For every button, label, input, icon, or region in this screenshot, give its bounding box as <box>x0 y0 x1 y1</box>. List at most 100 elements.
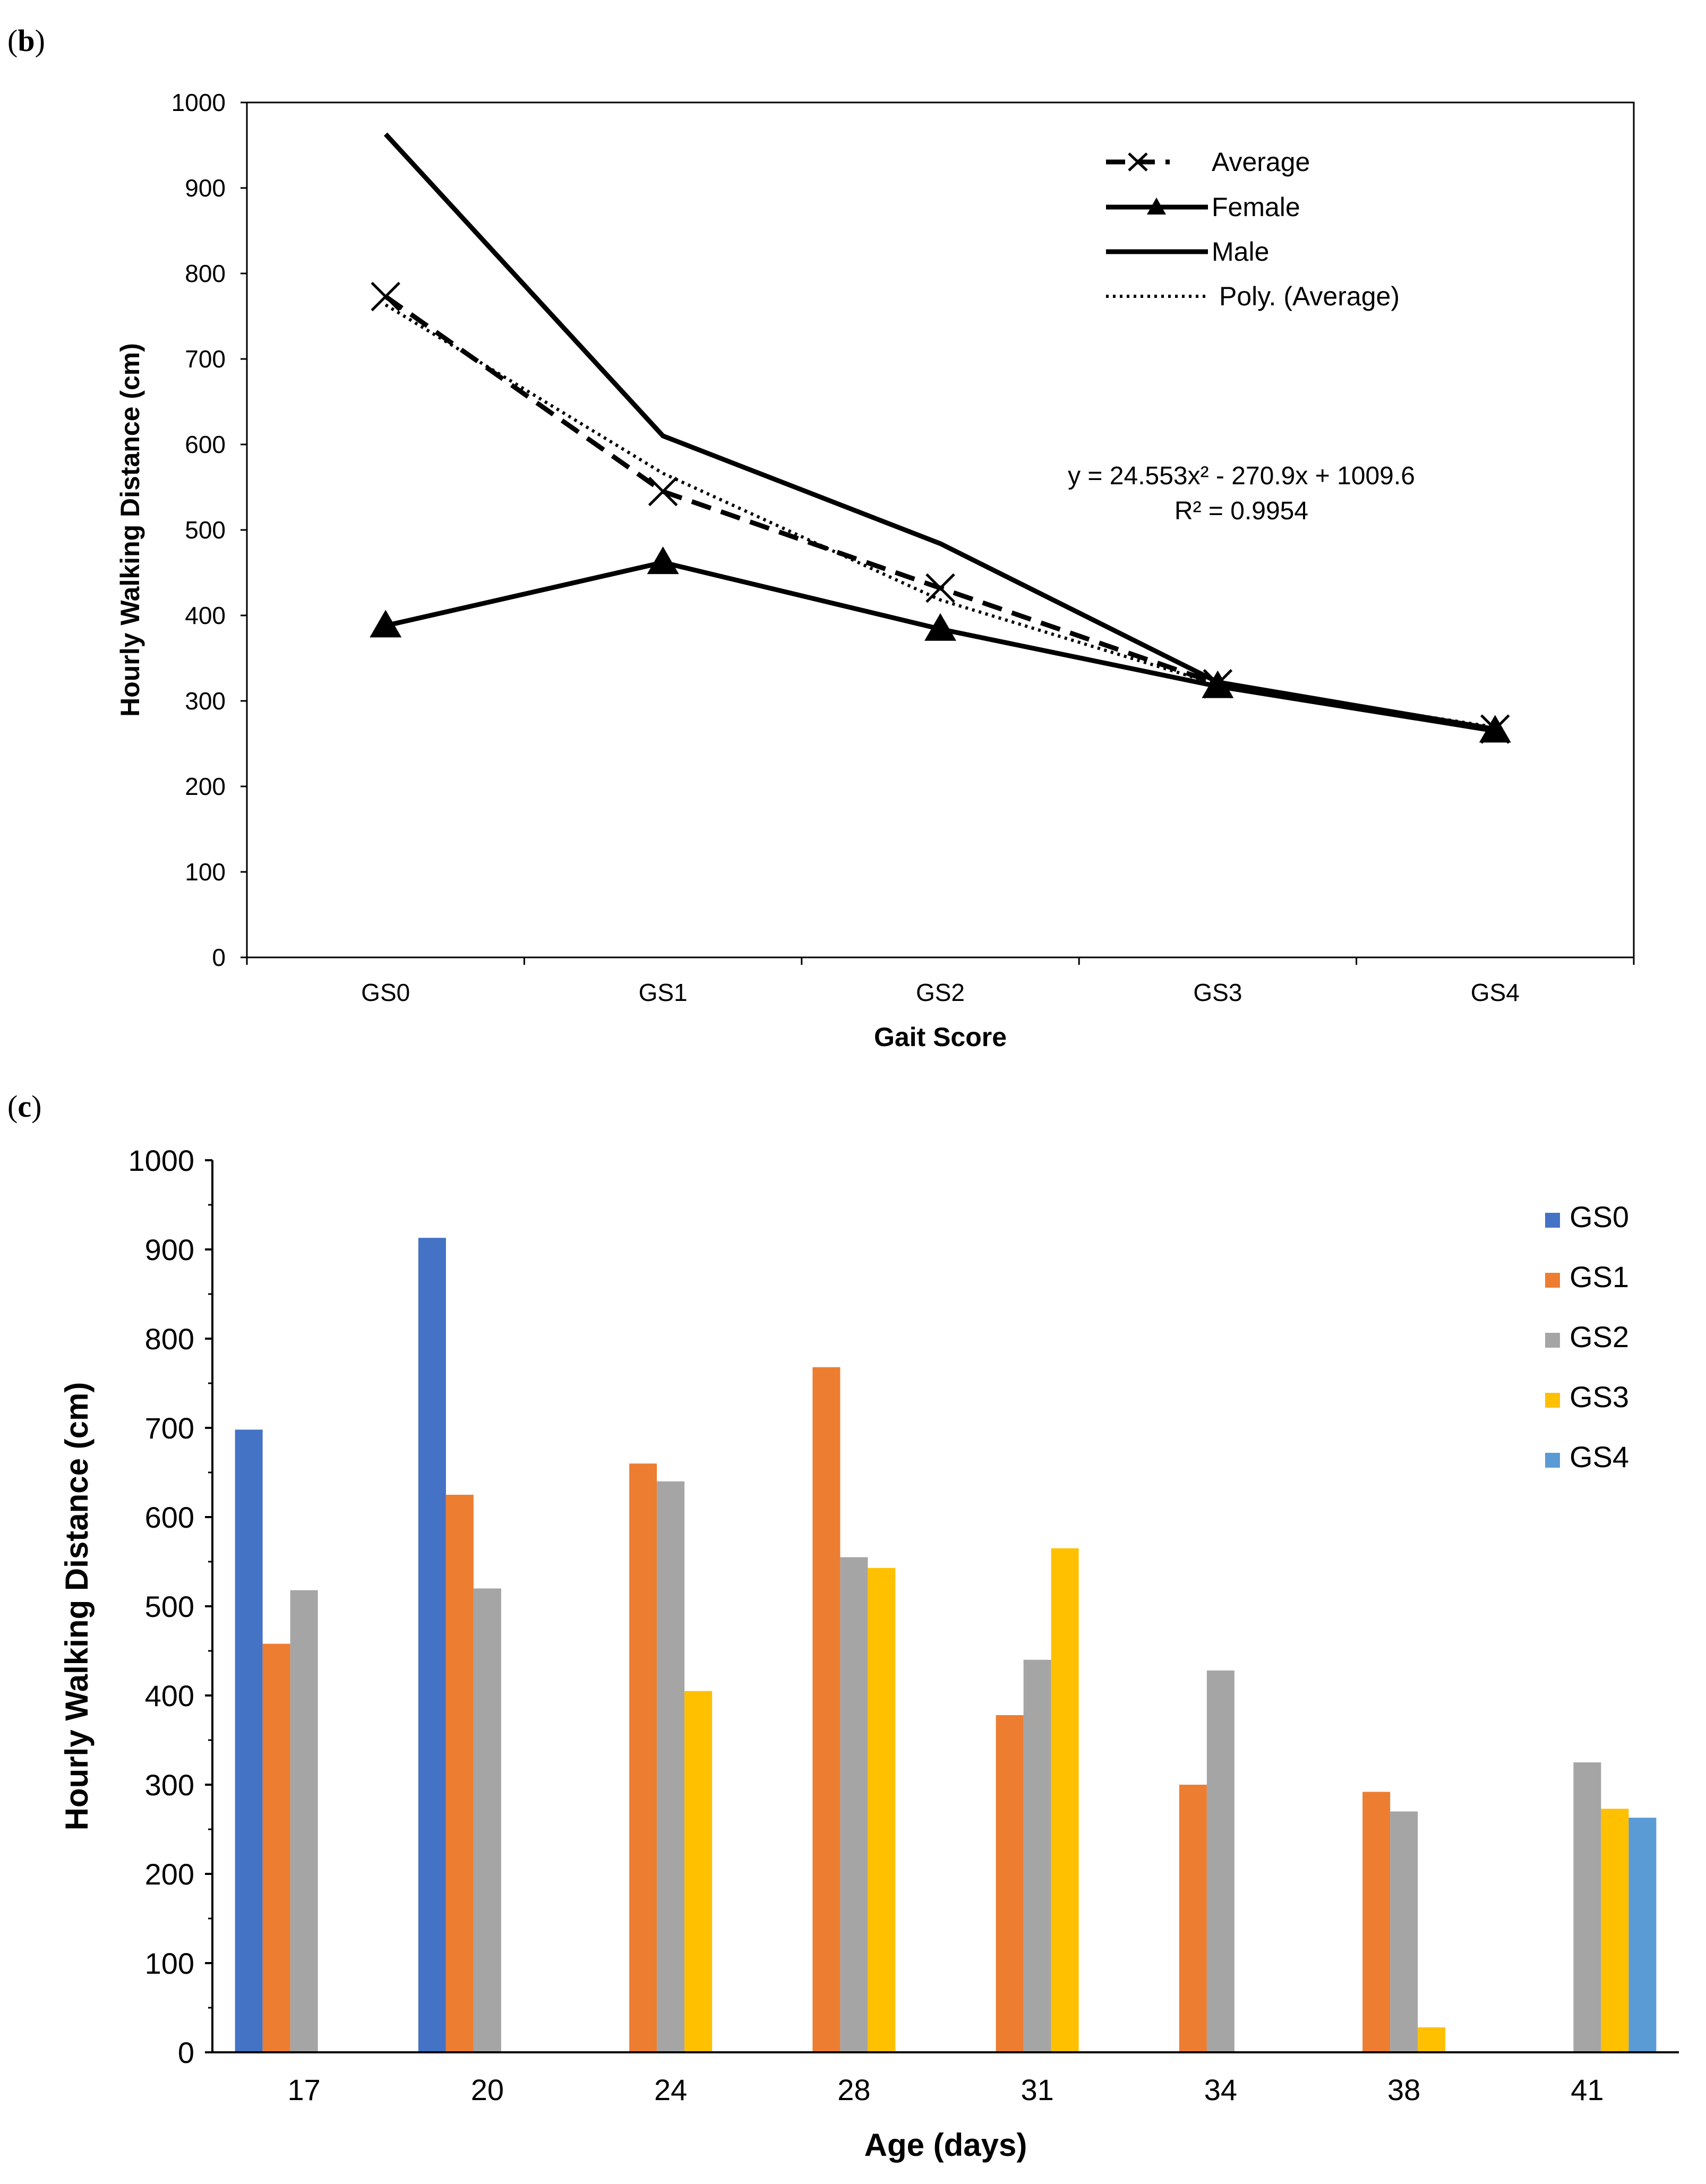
legend-swatch-gs0 <box>1545 1213 1560 1228</box>
data-point-female <box>370 610 402 638</box>
panel-label-c: (c) <box>7 1089 41 1124</box>
bars <box>235 1238 1657 2052</box>
legend-label-male: Male <box>1212 237 1269 267</box>
data-point-average <box>925 573 955 603</box>
bar-gs3 <box>1601 1809 1629 2052</box>
y-tick-label: 100 <box>145 1947 194 1980</box>
panel-label-b: (b) <box>7 23 45 58</box>
bar-chart: 0 100 200 300 400 500 600 700 800 900 1000 17 20 24 2… <box>59 1144 1679 2163</box>
series-line-poly-average <box>384 303 1496 729</box>
bar-gs1 <box>812 1367 841 2052</box>
bar-gs2 <box>473 1588 501 2052</box>
y-tick-label: 400 <box>145 1679 194 1712</box>
legend-swatch-gs4 <box>1545 1453 1560 1468</box>
bar-gs1 <box>629 1463 657 2052</box>
legend-label-gs0: GS0 <box>1570 1200 1629 1234</box>
bar-gs2 <box>1023 1659 1051 2052</box>
bar-gs2 <box>1390 1811 1418 2052</box>
x-tick-label: 31 <box>1021 2073 1053 2106</box>
legend-label-gs1: GS1 <box>1570 1260 1629 1294</box>
y-tick-label: 400 <box>185 602 226 629</box>
plot-frame <box>246 101 1635 958</box>
y-tick-label: 0 <box>178 2036 194 2069</box>
x-tick-label: GS3 <box>1193 979 1242 1006</box>
x-tick-label: GS1 <box>639 979 688 1006</box>
bar-gs2 <box>1206 1670 1235 2052</box>
y-tick-label: 200 <box>185 773 226 800</box>
bar-gs3 <box>684 1691 713 2052</box>
bar-gs1 <box>262 1643 290 2052</box>
bar-gs1 <box>1179 1785 1207 2052</box>
bar-gs0 <box>418 1238 446 2052</box>
y-tick-label: 0 <box>212 944 226 971</box>
bar-gs2 <box>290 1590 318 2052</box>
bar-gs2 <box>840 1557 868 2052</box>
x-tick-label: 28 <box>837 2073 870 2106</box>
y-tick-label: 500 <box>145 1590 194 1623</box>
legend-label-poly: Poly. (Average) <box>1219 281 1400 311</box>
line-chart: 0 100 200 300 400 500 600 700 800 900 1000 GS0 GS1 G… <box>115 89 1635 1052</box>
data-point-average <box>648 476 678 507</box>
y-tick-label: 800 <box>185 260 226 287</box>
x-axis-ticks: 17 20 24 28 31 34 38 41 <box>287 2073 1604 2106</box>
legend-swatch-gs1 <box>1545 1273 1560 1288</box>
bar-gs3 <box>1051 1548 1079 2052</box>
y-tick-label: 300 <box>185 687 226 715</box>
legend-label-average: Average <box>1212 147 1310 177</box>
legend-x-marker-icon <box>1128 152 1148 172</box>
legend-label-gs4: GS4 <box>1570 1440 1629 1474</box>
x-axis-ticks: GS0 GS1 GS2 GS3 GS4 <box>246 957 1635 1006</box>
y-tick-label: 600 <box>145 1501 194 1534</box>
y-tick-label: 600 <box>185 431 226 458</box>
x-axis-title: Gait Score <box>874 1022 1007 1052</box>
x-tick-label: 17 <box>287 2073 320 2106</box>
y-tick-label: 700 <box>145 1411 194 1445</box>
bar-gs4 <box>1628 1818 1657 2052</box>
y-tick-label: 500 <box>185 516 226 544</box>
y-axis-ticks: 0 100 200 300 400 500 600 700 800 900 1000 <box>172 89 247 971</box>
y-tick-label: 300 <box>145 1768 194 1802</box>
x-axis-title: Age (days) <box>864 2127 1027 2163</box>
legend-swatch-gs2 <box>1545 1333 1560 1348</box>
legend-label-gs3: GS3 <box>1570 1380 1629 1414</box>
bar-gs3 <box>1418 2027 1446 2052</box>
data-point-average <box>1480 714 1510 744</box>
series-markers <box>370 281 1511 744</box>
y-axis-ticks: 0 100 200 300 400 500 600 700 800 900 1000 <box>128 1144 212 2069</box>
y-tick-label: 800 <box>145 1322 194 1356</box>
trendline-equation: y = 24.553x² - 270.9x + 1009.6 <box>1068 462 1415 490</box>
bar-gs1 <box>445 1495 474 2052</box>
y-tick-label: 200 <box>145 1857 194 1891</box>
bar-gs1 <box>996 1715 1024 2052</box>
x-tick-label: 38 <box>1387 2073 1420 2106</box>
series-line-average <box>384 294 1496 732</box>
trendline-r-squared: R² = 0.9954 <box>1175 497 1308 525</box>
legend: GS0 GS1 GS2 GS3 GS4 <box>1545 1200 1629 1474</box>
legend-label-female: Female <box>1212 192 1300 222</box>
data-point-female <box>647 546 679 575</box>
data-point-average <box>1203 669 1233 699</box>
y-axis-title: Hourly Walking Distance (cm) <box>115 343 145 717</box>
bar-gs2 <box>1573 1762 1601 2052</box>
y-tick-label: 900 <box>185 174 226 202</box>
y-tick-label: 900 <box>145 1233 194 1266</box>
x-tick-label: 41 <box>1571 2073 1604 2106</box>
series-lines <box>383 132 1496 733</box>
data-point-average <box>371 281 400 312</box>
legend-label-gs2: GS2 <box>1570 1320 1629 1354</box>
bar-gs2 <box>657 1481 685 2052</box>
x-tick-label: GS0 <box>361 979 410 1006</box>
y-tick-label: 100 <box>185 858 226 886</box>
y-tick-label: 1000 <box>128 1144 194 1177</box>
y-tick-label: 700 <box>185 345 226 373</box>
x-tick-label: 24 <box>654 2073 687 2106</box>
data-point-female <box>924 613 956 641</box>
x-tick-label: 20 <box>471 2073 504 2106</box>
bar-gs0 <box>235 1429 263 2052</box>
legend-triangle-marker-icon <box>1147 198 1166 215</box>
bar-gs1 <box>1362 1792 1391 2052</box>
x-tick-label: 34 <box>1204 2073 1237 2106</box>
x-tick-label: GS4 <box>1471 979 1520 1006</box>
y-tick-label: 1000 <box>172 89 226 116</box>
